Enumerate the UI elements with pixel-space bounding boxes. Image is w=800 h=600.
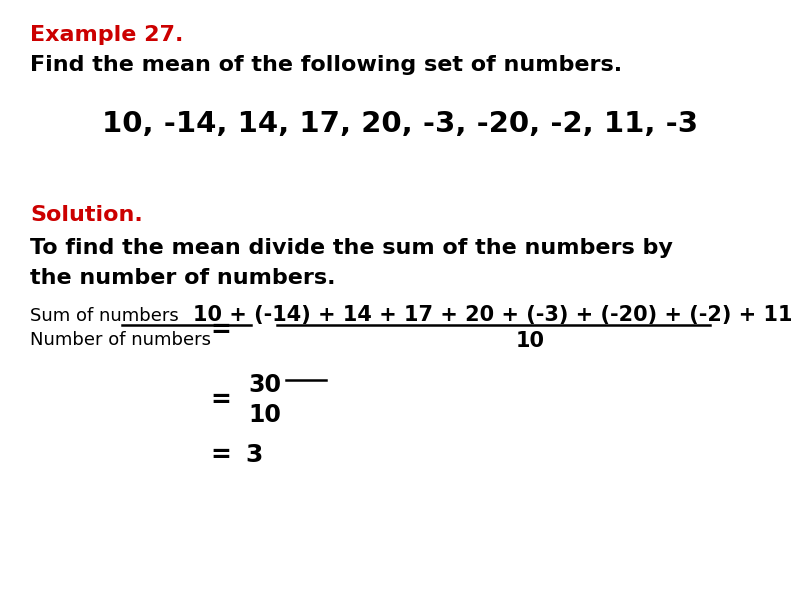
- Text: Number of numbers: Number of numbers: [30, 331, 211, 349]
- Text: 10, -14, 14, 17, 20, -3, -20, -2, 11, -3: 10, -14, 14, 17, 20, -3, -20, -2, 11, -3: [102, 110, 698, 138]
- Text: 3: 3: [245, 443, 262, 467]
- Text: =: =: [210, 318, 231, 342]
- Text: 10: 10: [515, 331, 545, 351]
- Text: =: =: [210, 388, 231, 412]
- Text: 10: 10: [249, 403, 282, 427]
- Text: Sum of numbers: Sum of numbers: [30, 307, 178, 325]
- Text: 10 + (-14) + 14 + 17 + 20 + (-3) + (-20) + (-2) + 11 + (-3): 10 + (-14) + 14 + 17 + 20 + (-3) + (-20)…: [193, 305, 800, 325]
- Text: To find the mean divide the sum of the numbers by: To find the mean divide the sum of the n…: [30, 238, 673, 258]
- Text: Find the mean of the following set of numbers.: Find the mean of the following set of nu…: [30, 55, 622, 75]
- Text: Example 27.: Example 27.: [30, 25, 183, 45]
- Text: =: =: [210, 443, 231, 467]
- Text: the number of numbers.: the number of numbers.: [30, 268, 335, 288]
- Text: Solution.: Solution.: [30, 205, 142, 225]
- Text: 30: 30: [249, 373, 282, 397]
